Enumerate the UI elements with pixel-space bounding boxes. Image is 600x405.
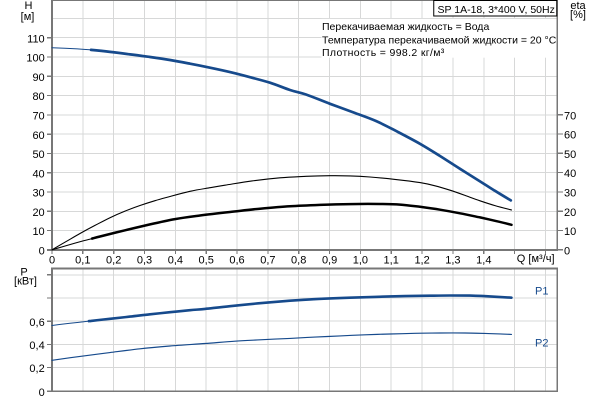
svg-text:1,2: 1,2 [414,255,429,267]
svg-text:1,3: 1,3 [445,255,460,267]
svg-text:90: 90 [32,72,44,84]
svg-text:10: 10 [32,226,44,238]
svg-text:0,6: 0,6 [229,255,244,267]
svg-text:P1: P1 [535,285,548,297]
svg-text:Q [м³/ч]: Q [м³/ч] [517,253,555,265]
svg-text:Перекачиваемая жидкость = Вода: Перекачиваемая жидкость = Вода [322,21,489,33]
svg-text:50: 50 [32,149,44,161]
svg-text:10: 10 [564,226,576,238]
svg-text:eta: eta [570,0,586,12]
svg-text:Плотность = 998.2 кг/м³: Плотность = 998.2 кг/м³ [322,47,445,59]
svg-text:0,2: 0,2 [106,255,121,267]
svg-text:20: 20 [32,207,44,219]
svg-text:0: 0 [49,255,55,267]
svg-text:70: 70 [32,111,44,123]
svg-text:Температура перекачиваемой жид: Температура перекачиваемой жидкости = 20… [322,35,557,47]
svg-text:40: 40 [32,168,44,180]
svg-text:0,4: 0,4 [168,255,183,267]
svg-text:60: 60 [32,130,44,142]
svg-text:[кВт]: [кВт] [14,276,37,288]
svg-text:P2: P2 [535,337,548,349]
svg-text:0,4: 0,4 [29,340,44,352]
svg-text:SP 1A-18, 3*400 V, 50Hz: SP 1A-18, 3*400 V, 50Hz [438,4,555,16]
svg-text:0,2: 0,2 [29,363,44,375]
svg-text:30: 30 [564,188,576,200]
svg-text:70: 70 [564,110,576,122]
svg-text:50: 50 [564,149,576,161]
svg-text:0: 0 [39,246,45,258]
svg-text:1,1: 1,1 [384,255,399,267]
svg-text:60: 60 [564,130,576,142]
svg-text:0,1: 0,1 [75,255,90,267]
svg-text:0,8: 0,8 [291,255,306,267]
svg-text:1,0: 1,0 [353,255,368,267]
svg-text:[м]: [м] [21,11,35,23]
svg-text:0: 0 [39,387,45,399]
svg-text:110: 110 [27,33,45,45]
svg-text:0,3: 0,3 [137,255,152,267]
svg-text:30: 30 [32,188,44,200]
svg-text:H: H [25,0,33,12]
svg-text:0,7: 0,7 [260,255,275,267]
svg-text:1,4: 1,4 [476,255,491,267]
svg-text:P: P [20,267,27,279]
svg-text:80: 80 [32,91,44,103]
svg-text:[%]: [%] [570,9,586,21]
svg-text:20: 20 [564,207,576,219]
svg-text:40: 40 [564,168,576,180]
svg-text:0,6: 0,6 [29,317,44,329]
svg-text:0: 0 [564,245,570,257]
svg-text:0,9: 0,9 [322,255,337,267]
svg-text:0,5: 0,5 [199,255,214,267]
svg-text:100: 100 [26,53,44,65]
